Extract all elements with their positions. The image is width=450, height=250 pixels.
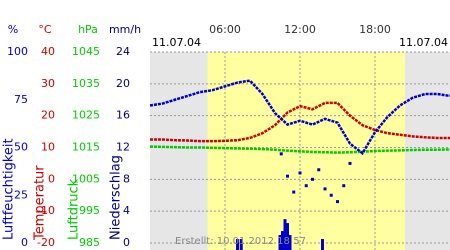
data-point xyxy=(342,184,346,188)
y-tick-label: 1015 xyxy=(72,141,100,154)
y-tick-label: 50 xyxy=(14,141,28,154)
y-tick-label: 995 xyxy=(79,204,100,217)
axis-unit: mm/h xyxy=(109,23,141,36)
data-point xyxy=(317,168,321,172)
bar xyxy=(278,235,282,250)
data-point xyxy=(279,152,283,156)
y-tick-label: 0 xyxy=(48,172,55,185)
data-point xyxy=(329,193,333,197)
y-tick-label: 24 xyxy=(116,45,130,58)
y-tick-label: 12 xyxy=(116,141,130,154)
date-left: 11.07.04 xyxy=(152,36,201,49)
y-tick-label: 8 xyxy=(123,172,130,185)
data-point xyxy=(348,161,352,165)
y-tick-label: 985 xyxy=(79,236,100,249)
y-tick-label: 20 xyxy=(41,109,55,122)
x-tick-label: 06:00 xyxy=(209,23,241,36)
axis-title: Luftdruck xyxy=(67,178,82,240)
y-tick-label: 0 xyxy=(123,236,130,249)
axis-unit: % xyxy=(8,23,18,36)
x-tick-label: 18:00 xyxy=(359,23,391,36)
axis-unit: °C xyxy=(38,23,52,36)
y-tick-label: 16 xyxy=(116,109,130,122)
bar xyxy=(286,223,289,250)
data-point xyxy=(323,187,327,191)
y-tick-label: -20 xyxy=(37,236,55,249)
axis-title: Niederschlag xyxy=(109,155,124,240)
bar xyxy=(321,239,324,250)
y-tick-label: 10 xyxy=(41,141,55,154)
data-line xyxy=(149,145,450,154)
axis-unit: hPa xyxy=(78,23,98,36)
data-point xyxy=(304,184,308,188)
data-point xyxy=(336,200,339,204)
y-tick-label: 1025 xyxy=(72,109,100,122)
y-tick-label: 1045 xyxy=(72,45,100,58)
data-point xyxy=(298,171,302,175)
y-tick-label: 25 xyxy=(14,188,28,201)
data-line xyxy=(149,79,450,156)
y-tick-label: 75 xyxy=(14,93,28,106)
y-tick-label: 30 xyxy=(41,77,55,90)
date-right: 11.07.04 xyxy=(399,36,448,49)
y-tick-label: 40 xyxy=(41,45,55,58)
y-tick-label: 1035 xyxy=(72,77,100,90)
data-point xyxy=(286,174,289,178)
data-point xyxy=(311,177,314,181)
y-tick-label: 4 xyxy=(123,204,130,217)
data-point xyxy=(292,190,296,194)
bar xyxy=(283,219,287,250)
x-tick-label: 12:00 xyxy=(284,23,316,36)
bar xyxy=(281,231,284,250)
y-tick-label: 0 xyxy=(21,236,28,249)
y-tick-label: -10 xyxy=(37,204,55,217)
y-tick-label: 100 xyxy=(7,45,28,58)
bar xyxy=(239,239,243,250)
bar xyxy=(288,235,292,250)
y-tick-label: 20 xyxy=(116,77,130,90)
data-line xyxy=(150,101,450,143)
axis-title: Temperatur xyxy=(33,165,48,241)
y-tick-label: 1005 xyxy=(72,172,100,185)
bar xyxy=(236,239,239,250)
footer: Erstellt: 10.01.2012 18:57 xyxy=(175,236,306,247)
axis-title: Luftfeuchtigkeit xyxy=(2,138,17,240)
